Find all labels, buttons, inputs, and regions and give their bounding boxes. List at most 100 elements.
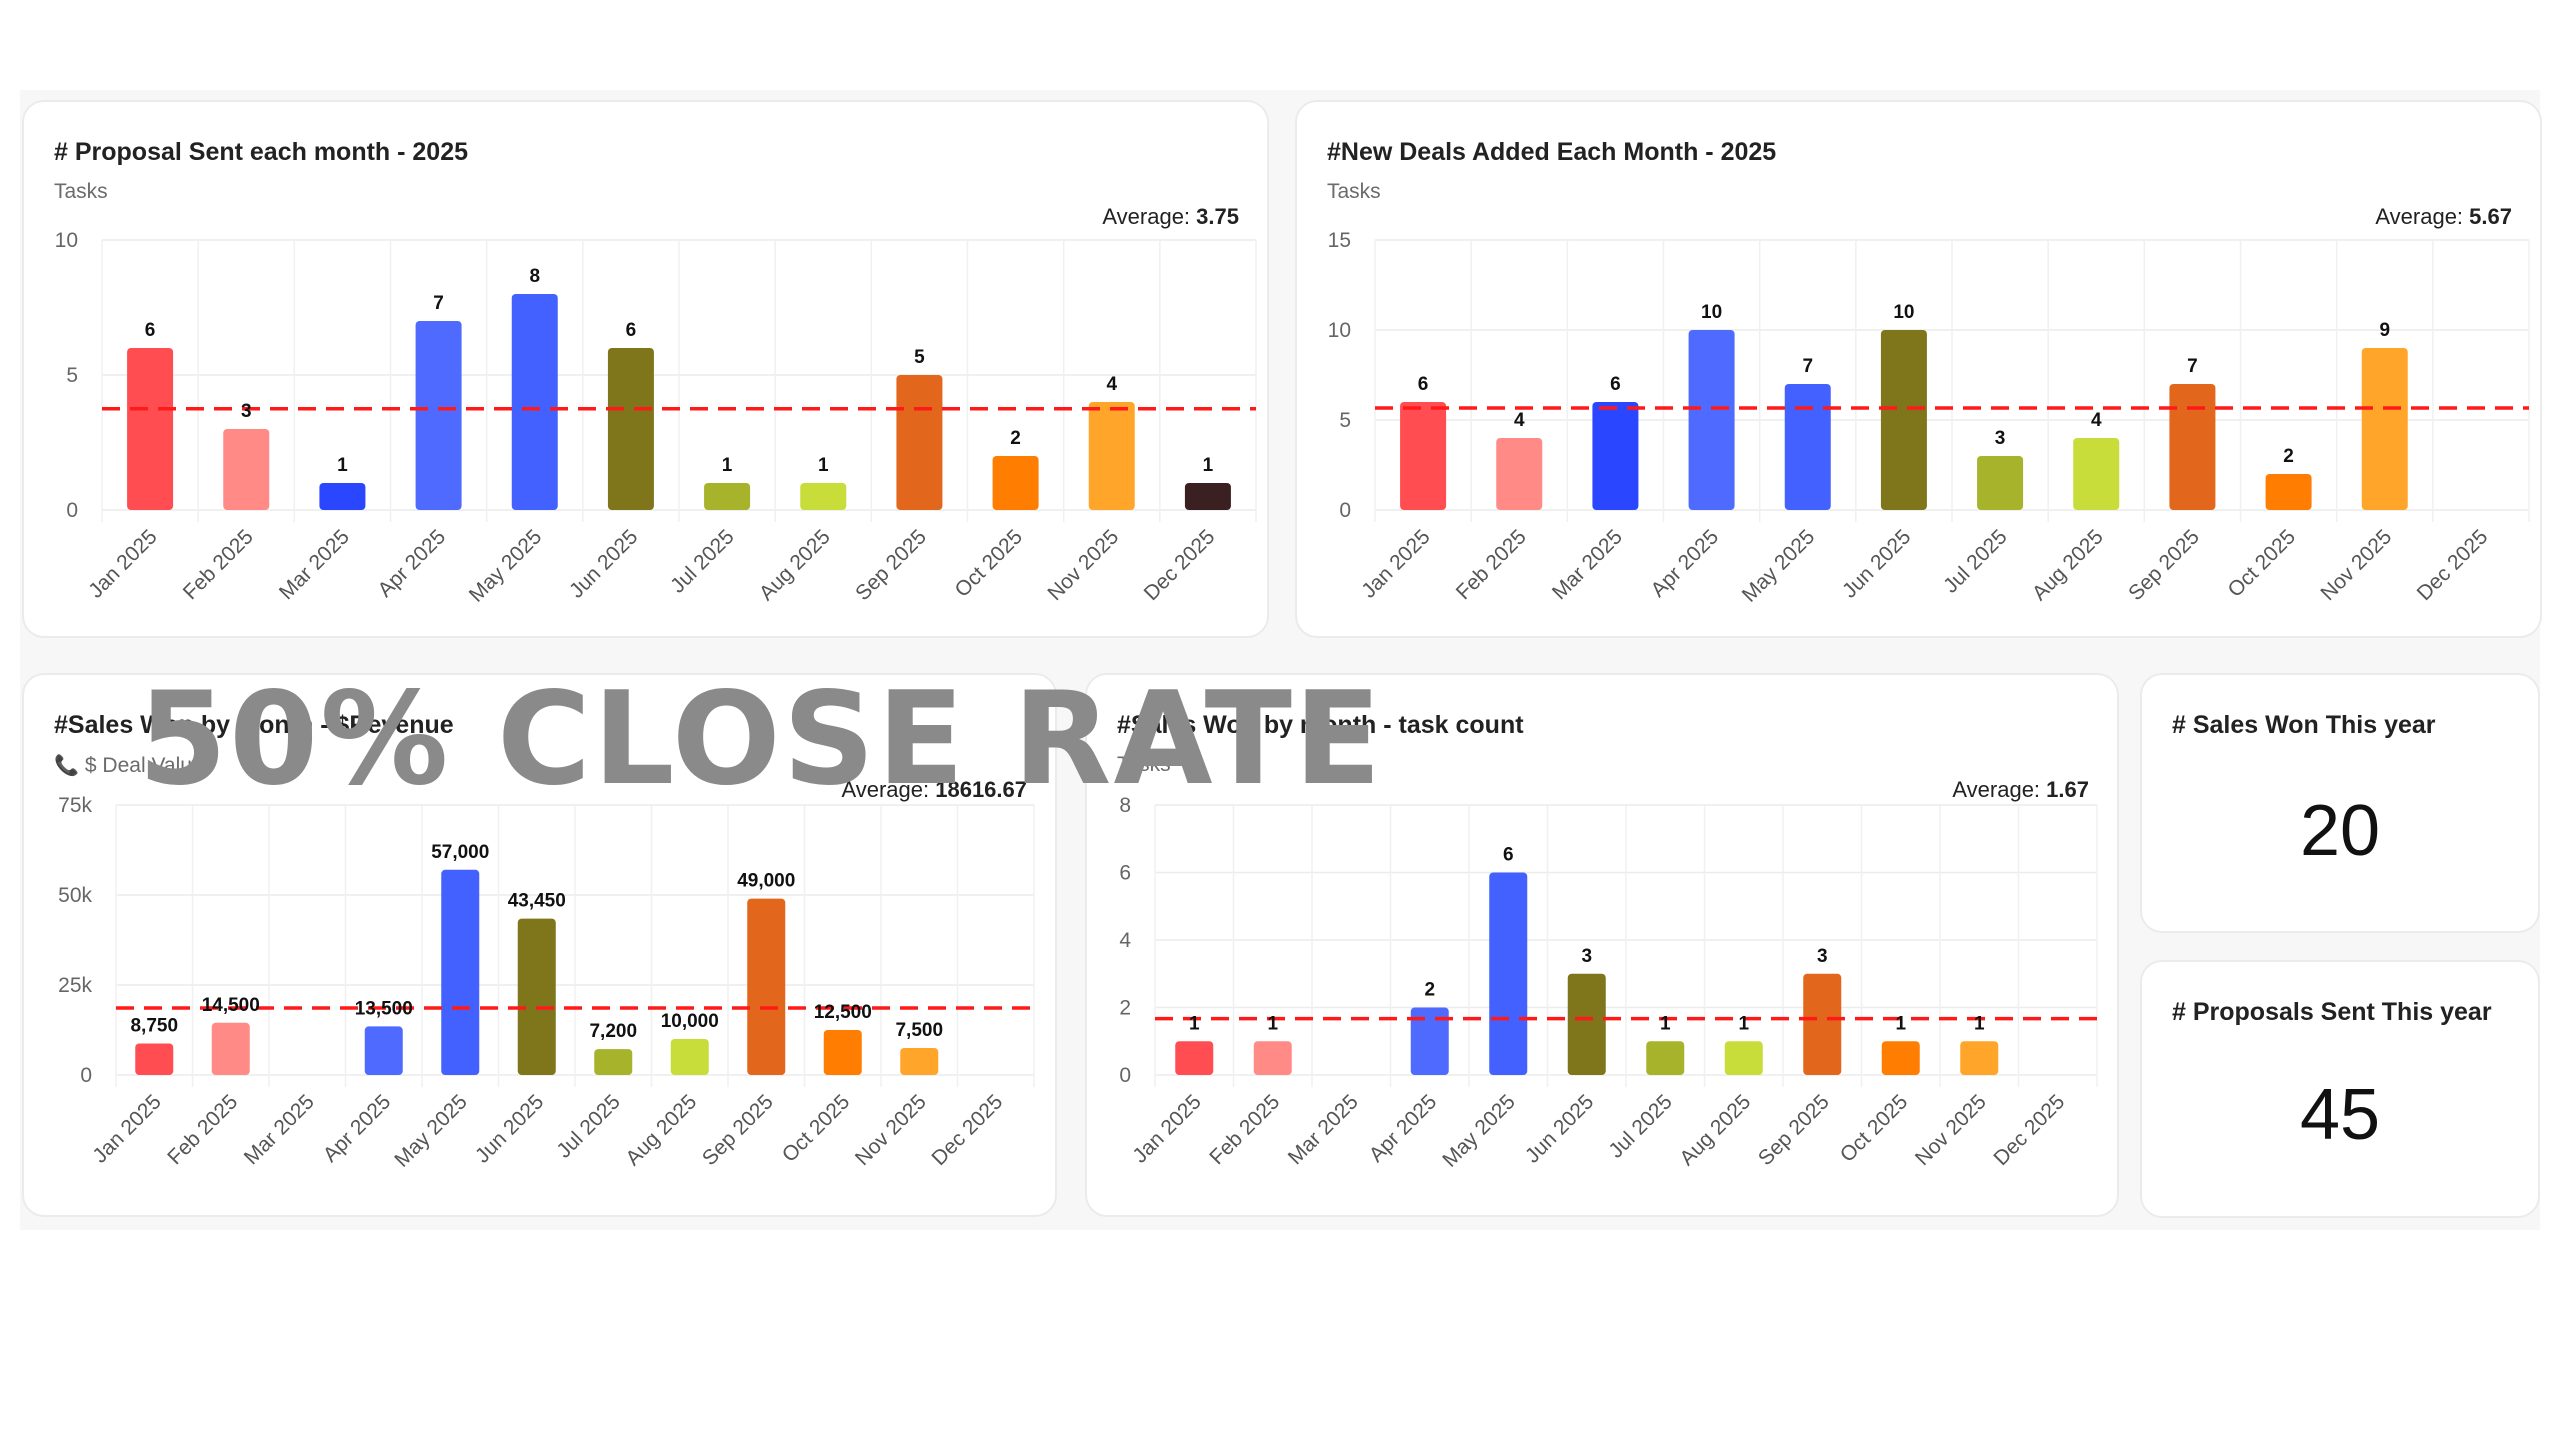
bar[interactable]	[2361, 348, 2408, 510]
x-tick-label: Sep 2025	[698, 1090, 778, 1170]
data-label: 3	[241, 401, 252, 422]
bar[interactable]	[607, 348, 654, 510]
data-label: 57,000	[431, 842, 489, 863]
bar[interactable]	[517, 918, 556, 1075]
data-label: 3	[1581, 946, 1592, 967]
data-label: 4	[1514, 410, 1525, 431]
bar[interactable]	[1184, 483, 1231, 510]
bar[interactable]	[823, 1030, 862, 1075]
chart-subtitle: 📞 $ Deal Value	[54, 753, 204, 778]
x-tick-label: Sep 2025	[851, 525, 931, 605]
average-value: 18616.67	[935, 777, 1027, 802]
bar[interactable]	[211, 1022, 250, 1075]
bar[interactable]	[704, 483, 751, 510]
x-tick-label: Feb 2025	[1452, 525, 1531, 604]
kpi-title: # Sales Won This year	[2172, 711, 2436, 739]
bar[interactable]	[1400, 402, 1447, 510]
data-label: 1	[1189, 1013, 1200, 1034]
bar[interactable]	[1088, 402, 1135, 510]
chart-subtitle: Tasks	[1327, 180, 1381, 204]
x-tick-label: Apr 2025	[319, 1090, 396, 1167]
bar[interactable]	[2169, 384, 2216, 510]
bar[interactable]	[1880, 330, 1927, 510]
data-label: 3	[1995, 428, 2006, 449]
chart-title: #Sales Won by month - task count	[1117, 711, 1524, 739]
data-label: 6	[1610, 374, 1621, 395]
x-tick-label: Mar 2025	[240, 1090, 319, 1169]
data-label: 1	[1974, 1013, 1985, 1034]
x-tick-label: Oct 2025	[778, 1090, 855, 1167]
bar[interactable]	[223, 429, 270, 510]
proposals-sent-chart-card: # Proposal Sent each month - 2025 Tasks …	[22, 100, 1269, 638]
x-tick-label: May 2025	[465, 525, 546, 606]
bar[interactable]	[1489, 872, 1528, 1076]
data-label: 9	[2379, 320, 2390, 341]
y-tick-label: 0	[1339, 499, 1351, 522]
chart-subtitle-text: $ Deal Value	[84, 754, 204, 777]
new-deals-bar-chart: 0 5 10 15 6 4 6 10 7 10 3 4 7 2 9 Jan 2025 Feb 2025 Mar 2…	[1328, 229, 2530, 607]
x-tick-label: Aug 2025	[2028, 525, 2108, 605]
chart-subtitle: Tasks	[54, 180, 108, 204]
bar[interactable]	[747, 898, 786, 1075]
kpi-sales-won-card: # Sales Won This year 20	[2140, 673, 2540, 933]
bar[interactable]	[900, 1048, 939, 1075]
x-tick-label: Dec 2025	[927, 1090, 1007, 1170]
average-label: Average:	[1952, 777, 2041, 802]
data-label: 10	[1701, 302, 1722, 323]
data-label: 1	[1660, 1013, 1671, 1034]
bar[interactable]	[127, 348, 174, 510]
bar[interactable]	[1592, 402, 1639, 510]
bar[interactable]	[1410, 1007, 1449, 1076]
bar[interactable]	[135, 1043, 174, 1076]
data-label: 2	[1424, 980, 1435, 1001]
bar[interactable]	[415, 321, 462, 510]
bar[interactable]	[594, 1049, 633, 1075]
kpi-value: 45	[2299, 1075, 2381, 1155]
average-readout: Average: 1.67	[1952, 777, 2089, 803]
bar[interactable]	[992, 456, 1039, 510]
bar[interactable]	[800, 483, 847, 510]
bar[interactable]	[670, 1039, 709, 1075]
bar[interactable]	[511, 294, 558, 510]
bar[interactable]	[1724, 1041, 1763, 1075]
data-label: 1	[1738, 1013, 1749, 1034]
x-tick-label: Oct 2025	[2224, 525, 2301, 602]
bar[interactable]	[1960, 1041, 1999, 1075]
bar[interactable]	[364, 1026, 403, 1075]
x-tick-label: May 2025	[390, 1090, 471, 1171]
bar[interactable]	[1977, 456, 2024, 510]
bar[interactable]	[1646, 1041, 1685, 1075]
x-tick-label: Jan 2025	[1357, 525, 1434, 602]
y-tick-label: 6	[1119, 862, 1131, 885]
x-tick-label: Mar 2025	[1284, 1090, 1363, 1169]
bar[interactable]	[441, 869, 480, 1075]
bar[interactable]	[1688, 330, 1735, 510]
x-tick-label: Jul 2025	[1604, 1090, 1676, 1162]
bar[interactable]	[1175, 1041, 1214, 1075]
data-label: 1	[1895, 1013, 1906, 1034]
x-tick-label: Feb 2025	[163, 1090, 242, 1169]
average-label: Average:	[2375, 204, 2464, 229]
bar[interactable]	[2265, 474, 2312, 510]
data-label: 4	[1106, 374, 1117, 395]
bar[interactable]	[896, 375, 943, 510]
bar[interactable]	[1784, 384, 1831, 510]
bar[interactable]	[1567, 973, 1606, 1075]
bar[interactable]	[1253, 1041, 1292, 1075]
x-tick-label: Feb 2025	[179, 525, 258, 604]
average-label: Average:	[1102, 204, 1191, 229]
data-label: 49,000	[737, 871, 795, 892]
average-readout: Average: 18616.67	[841, 777, 1027, 803]
chart-subtitle: Tasks	[1117, 753, 1171, 777]
bar[interactable]	[1881, 1041, 1920, 1075]
bar[interactable]	[319, 483, 366, 510]
x-tick-label: Sep 2025	[1754, 1090, 1834, 1170]
x-tick-label: Mar 2025	[1548, 525, 1627, 604]
data-label: 1	[1203, 455, 1214, 476]
bar[interactable]	[2073, 438, 2120, 510]
bar[interactable]	[1803, 973, 1842, 1075]
bar[interactable]	[1496, 438, 1543, 510]
chart-title: #Sales Won by month - $Revenue	[54, 711, 454, 739]
data-label: 5	[914, 347, 925, 368]
chart-subtitle-text: Tasks	[54, 180, 108, 203]
